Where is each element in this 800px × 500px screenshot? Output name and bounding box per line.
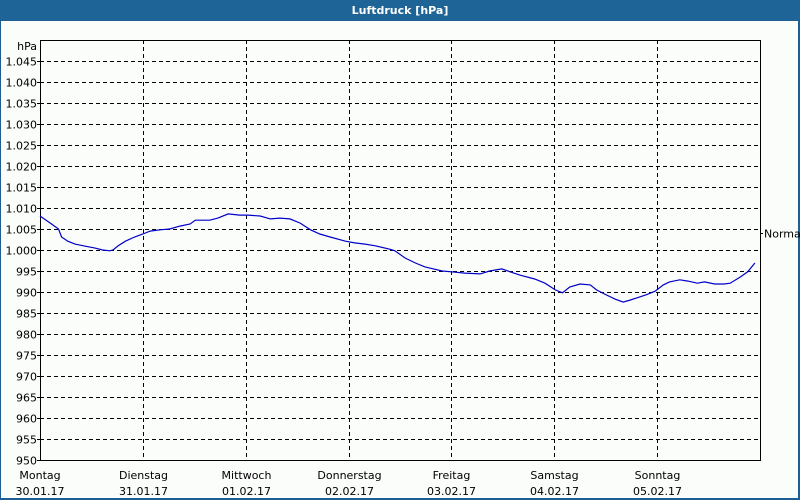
x-date-label: 01.02.17 (222, 485, 271, 498)
x-day-label: Dienstag (119, 469, 168, 482)
x-day-label: Sonntag (635, 469, 681, 482)
y-tick-label: 1.000 (6, 245, 38, 258)
x-day-label: Mittwoch (222, 469, 272, 482)
y-tick-label: 1.005 (6, 224, 38, 237)
y-tick-label: 975 (16, 350, 37, 363)
y-tick-label: 1.025 (6, 140, 38, 153)
y-tick-label: 1.045 (6, 56, 38, 69)
grid-lines (40, 40, 760, 460)
y-axis: 950 955 960 965 970 975 980 985 990 995 1.000 1.005… (6, 56, 40, 468)
window-title: Luftdruck [hPa] (0, 0, 800, 20)
normal-reference: Normal (760, 228, 800, 241)
y-tick-label: 960 (16, 413, 37, 426)
normal-label: Normal (764, 228, 800, 241)
y-tick-label: 965 (16, 392, 37, 405)
x-date-label: 02.02.17 (325, 485, 374, 498)
y-tick-label: 995 (16, 266, 37, 279)
x-date-label: 30.01.17 (16, 485, 65, 498)
plot-frame (40, 40, 761, 461)
y-tick-label: 1.020 (6, 161, 38, 174)
y-tick-label: 990 (16, 287, 37, 300)
y-tick-label: 955 (16, 434, 37, 447)
x-day-label: Donnerstag (317, 469, 381, 482)
y-tick-label: 1.035 (6, 98, 38, 111)
y-tick-label: 1.040 (6, 77, 38, 90)
x-day-label: Montag (19, 469, 60, 482)
y-axis-unit-label: hPa (17, 40, 37, 53)
pressure-line (39, 213, 756, 303)
x-date-label: 04.02.17 (530, 485, 579, 498)
x-date-label: 05.02.17 (633, 485, 682, 498)
x-date-label: 31.01.17 (119, 485, 168, 498)
y-tick-label: 1.015 (6, 182, 38, 195)
x-day-label: Samstag (530, 469, 578, 482)
y-tick-label: 970 (16, 371, 37, 384)
y-tick-label: 950 (16, 455, 37, 468)
y-tick-label: 1.010 (6, 203, 38, 216)
y-tick-label: 980 (16, 329, 37, 342)
x-day-label: Freitag (433, 469, 471, 482)
x-axis: Montag 30.01.17 Dienstag 31.01.17 Mittwoch 01… (16, 469, 682, 498)
y-tick-label: 985 (16, 308, 37, 321)
x-date-label: 03.02.17 (427, 485, 476, 498)
y-tick-label: 1.030 (6, 119, 38, 132)
